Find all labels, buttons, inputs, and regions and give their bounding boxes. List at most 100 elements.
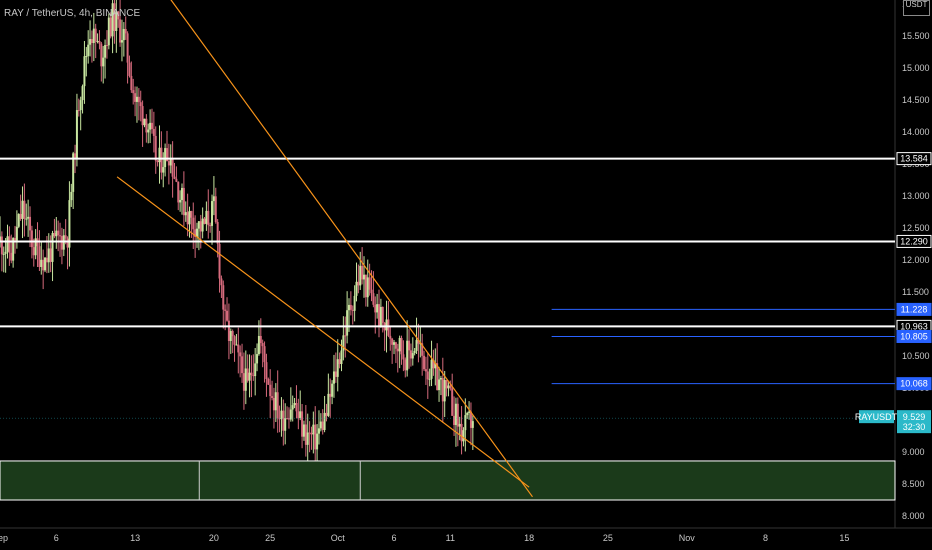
candle-body [246, 368, 249, 381]
candle-body [316, 433, 319, 450]
candle-body [464, 415, 467, 431]
candle-body [233, 336, 236, 345]
level-price-label: 10.963 [900, 321, 928, 331]
candle-body [361, 265, 364, 280]
candle-body [389, 335, 392, 339]
candle-body [199, 221, 202, 232]
candle-body [276, 392, 279, 419]
candle-body [351, 309, 354, 311]
candle-body [158, 147, 161, 163]
currency-badge[interactable]: USDT [903, 0, 930, 16]
candle-body [359, 265, 362, 286]
x-tick-label: Sep [0, 533, 8, 543]
candle-body [398, 337, 401, 352]
candle-body [21, 200, 24, 219]
candle-body [469, 411, 472, 428]
level-price-tag [896, 377, 932, 391]
candle-body [184, 212, 187, 216]
candle-body [250, 372, 253, 376]
candle-body [134, 93, 137, 102]
candle-body [38, 246, 41, 267]
candle-body [218, 243, 221, 279]
candle-body [173, 176, 176, 179]
x-tick-label: 25 [265, 533, 275, 543]
candle-body [374, 304, 377, 313]
y-tick-label: 15.500 [902, 31, 930, 41]
candle-body [214, 196, 217, 223]
candle-body [423, 355, 426, 370]
candle-body [355, 281, 358, 296]
candle-body [130, 75, 133, 91]
candle-body [451, 388, 454, 416]
candle-body [248, 372, 251, 381]
candle-body [194, 229, 197, 237]
candle-body [149, 122, 152, 130]
candle-body [259, 335, 262, 344]
candle-body [216, 222, 219, 244]
candle-body [165, 148, 168, 162]
candle-body [74, 153, 77, 159]
x-tick-label: 13 [130, 533, 140, 543]
candle-body [126, 33, 129, 63]
y-tick-label: 12.500 [902, 223, 930, 233]
candle-body [98, 40, 101, 44]
candle-body [329, 393, 332, 397]
candle-body [364, 274, 367, 298]
candle-body [227, 320, 230, 342]
candle-body [284, 418, 287, 431]
candle-body [436, 363, 439, 391]
candle-body [4, 251, 7, 254]
y-tick-label: 12.000 [902, 255, 930, 265]
candle-body [366, 277, 369, 298]
candle-body [438, 379, 441, 391]
candle-body [411, 353, 414, 359]
symbol-tag-bg [859, 410, 894, 424]
candle-body [342, 335, 345, 351]
level-price-label: 10.805 [900, 331, 928, 341]
candle-body [51, 233, 54, 262]
candle-body [289, 409, 292, 420]
candle-body [353, 295, 356, 311]
candle-body [241, 356, 244, 374]
candle-body [17, 214, 20, 227]
candle-body [462, 430, 465, 442]
candle-body [454, 403, 457, 425]
last-price-tag-bg [897, 410, 931, 434]
candle-body [203, 218, 206, 224]
candle-body [239, 352, 242, 357]
candle-body [145, 118, 148, 133]
candle-body [406, 340, 409, 371]
x-tick-label: 11 [446, 533, 455, 543]
candle-body [164, 148, 167, 168]
candle-body [321, 421, 324, 430]
candle-body [143, 118, 146, 126]
candle-body [346, 310, 349, 336]
candle-body [102, 57, 105, 67]
candle-body [83, 56, 86, 87]
candle-body [426, 371, 429, 380]
candle-body [182, 187, 185, 216]
x-tick-label: Nov [679, 533, 696, 543]
candle-body [186, 212, 189, 225]
candle-body [299, 411, 302, 419]
candle-body [154, 135, 157, 161]
candle-body [111, 3, 114, 37]
price-axis-panel [895, 0, 932, 550]
candle-body [104, 45, 107, 58]
candle-body [2, 253, 5, 255]
candle-body [449, 385, 452, 389]
candle-body [291, 405, 294, 410]
candle-body [256, 354, 259, 364]
candle-body [32, 247, 35, 256]
candle-body [188, 210, 191, 225]
candle-body [75, 110, 78, 159]
candle-body [456, 403, 459, 427]
x-tick-label: 15 [839, 533, 849, 543]
candle-body [25, 218, 28, 220]
candle-body [190, 210, 193, 218]
candle-body [19, 214, 22, 219]
candle-body [428, 378, 431, 380]
candle-body [235, 344, 238, 346]
y-tick-label: 14.000 [902, 127, 930, 137]
